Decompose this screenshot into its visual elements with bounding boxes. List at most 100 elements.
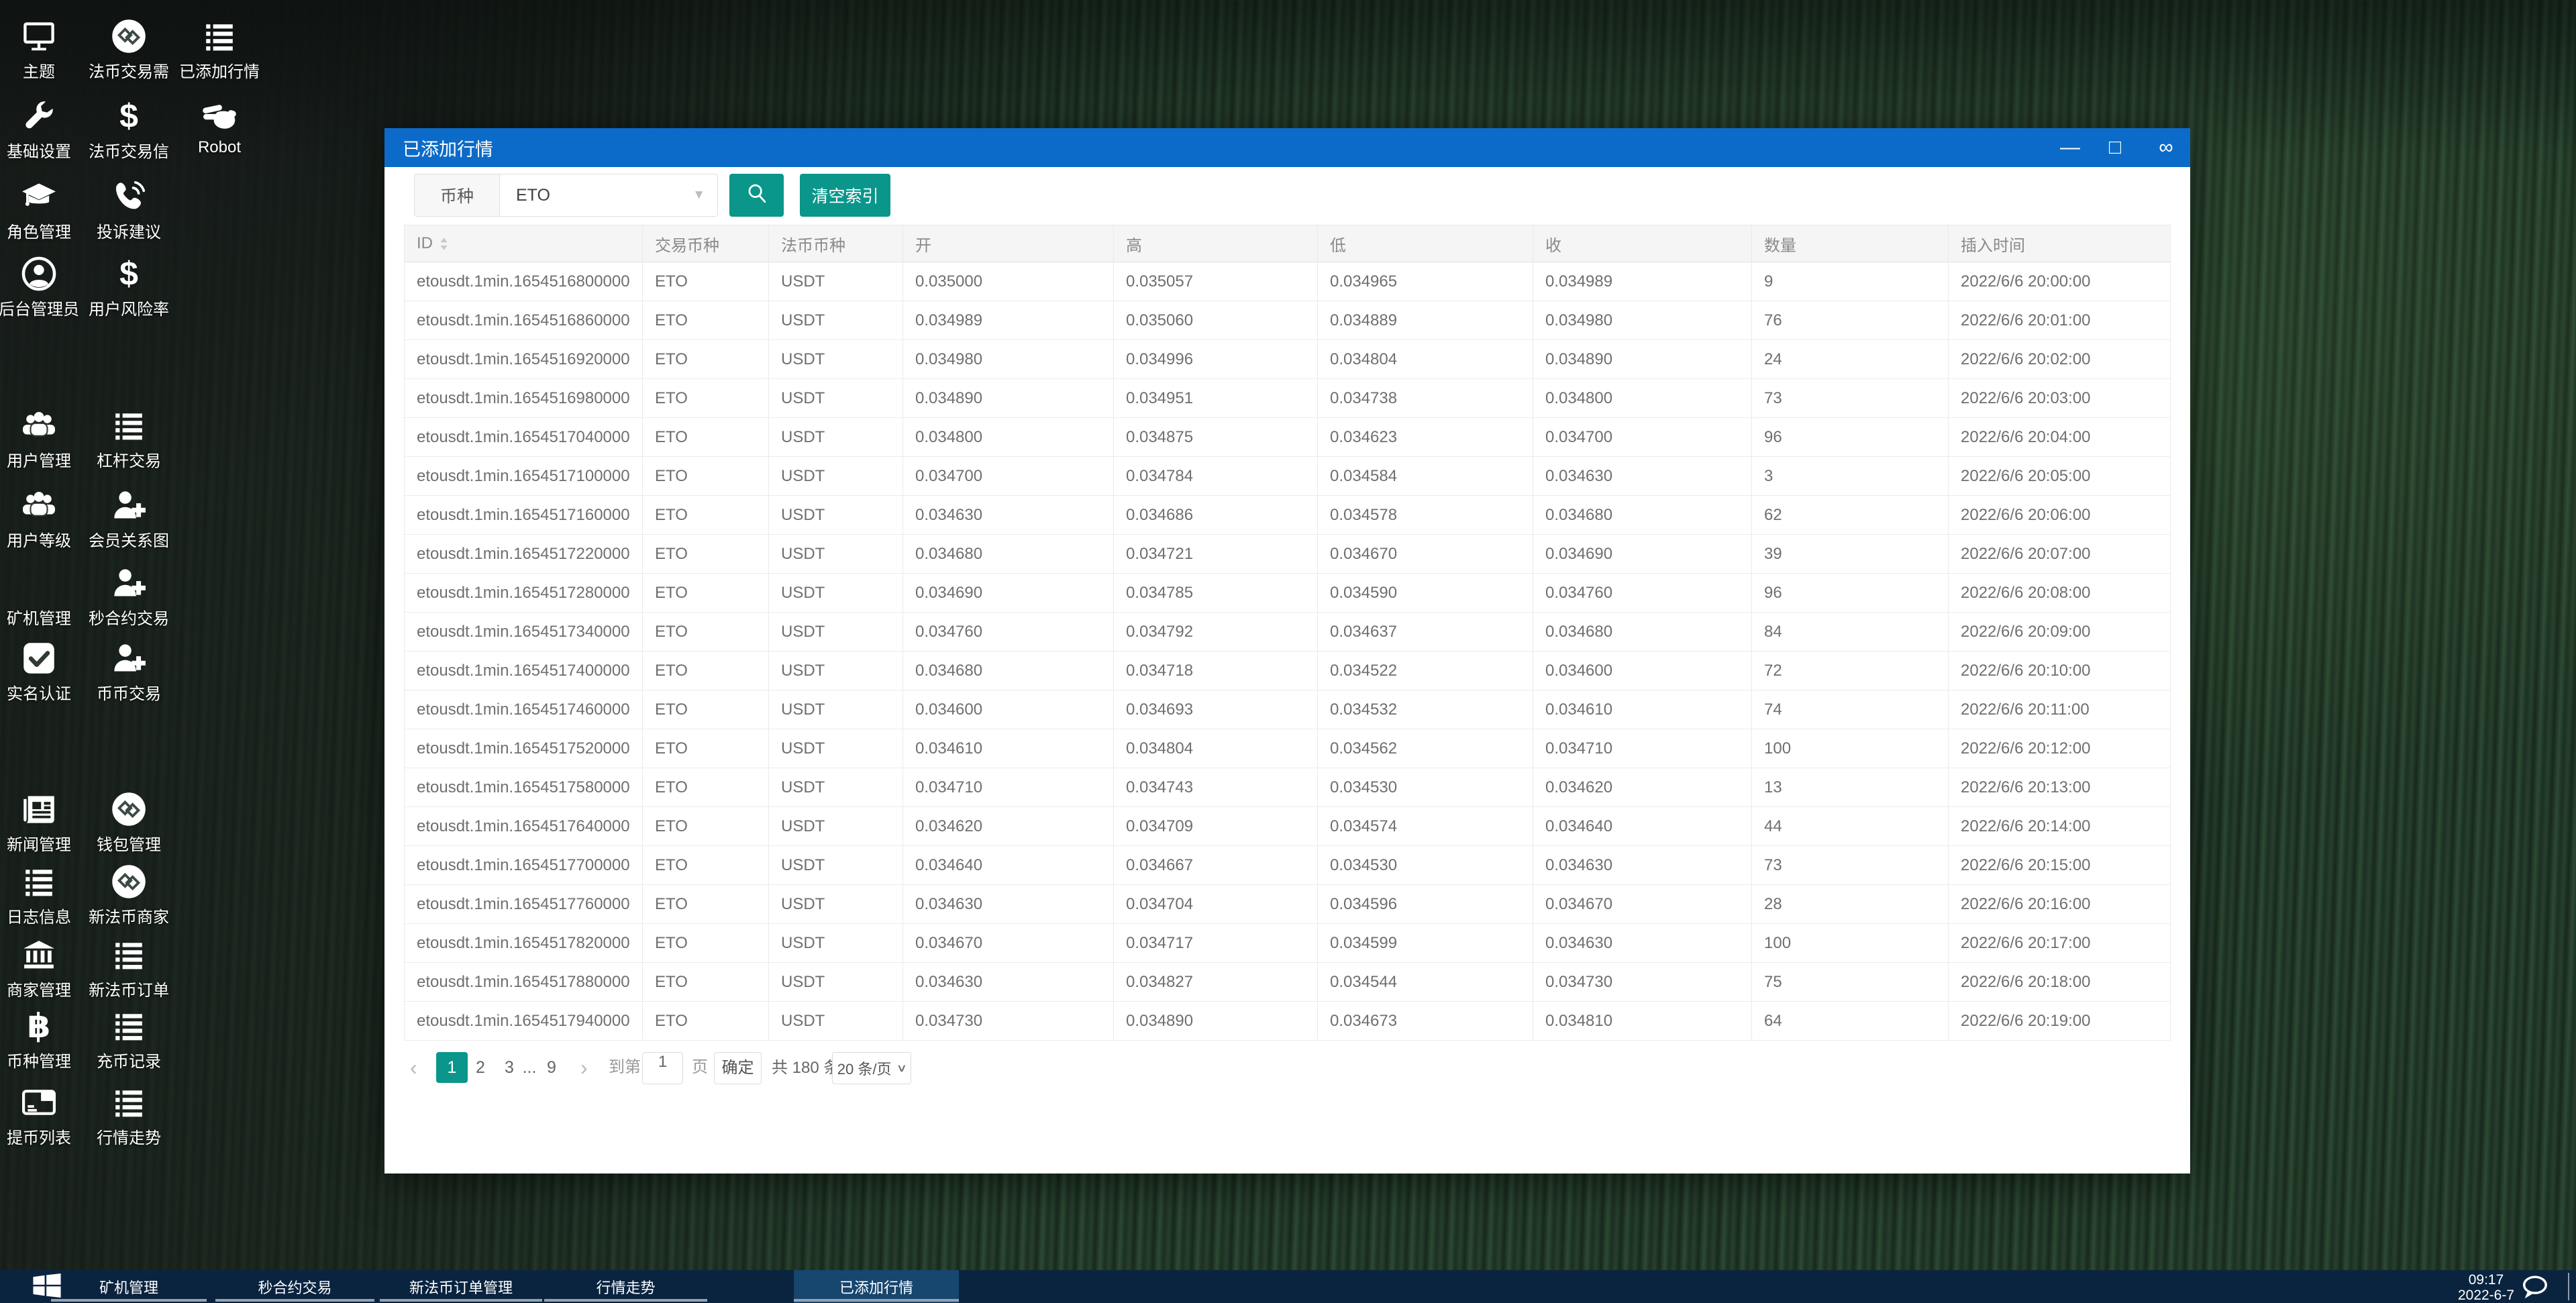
table-cell: 44: [1752, 807, 1949, 845]
prev-page-button[interactable]: ‹: [410, 1055, 417, 1080]
infinity-button[interactable]: ∞: [2143, 128, 2189, 167]
confirm-button[interactable]: 确定: [714, 1052, 762, 1084]
taskbar-item-4[interactable]: 行情走势: [544, 1270, 707, 1303]
table-row[interactable]: etousdt.1min.1654517460000 ETO USDT 0.03460…: [404, 690, 2171, 729]
table-cell: 0.034721: [1114, 535, 1318, 573]
table-cell: 0.034690: [1533, 535, 1752, 573]
desktop-icon-1[interactable]: 主题: [0, 17, 89, 82]
table-cell: 0.034574: [1318, 807, 1533, 845]
desktop-icon-15[interactable]: 矿机管理: [0, 564, 89, 629]
page-button-9[interactable]: 9: [547, 1058, 556, 1077]
table-cell: 13: [1752, 768, 1949, 806]
desktop-icon-4[interactable]: 基础设置: [0, 97, 89, 162]
table-cell: 2022/6/6 20:00:00: [1949, 262, 2171, 301]
minimize-button[interactable]: —: [2047, 128, 2094, 167]
table-cell: 2022/6/6 20:19:00: [1949, 1002, 2171, 1040]
notification-bubble-icon[interactable]: [2519, 1272, 2550, 1302]
table-cell: 84: [1752, 613, 1949, 651]
maximize-icon: □: [2108, 136, 2122, 158]
desktop-icon-19[interactable]: 新闻管理: [0, 790, 89, 855]
taskbar-item-5[interactable]: 已添加行情: [794, 1270, 959, 1303]
desktop-icon-20[interactable]: 钱包管理: [79, 790, 179, 855]
desktop-icon-13[interactable]: 用户等级: [0, 486, 89, 551]
window-titlebar[interactable]: 已添加行情: [384, 128, 2190, 167]
table-row[interactable]: etousdt.1min.1654517040000 ETO USDT 0.03480…: [404, 418, 2171, 457]
table-cell: ETO: [643, 729, 769, 768]
desktop-icon-25[interactable]: ฿ 币种管理: [0, 1007, 89, 1072]
table-cell: 0.034686: [1114, 496, 1318, 534]
table-row[interactable]: etousdt.1min.1654517280000 ETO USDT 0.03469…: [404, 574, 2171, 613]
table-row[interactable]: etousdt.1min.1654517700000 ETO USDT 0.03464…: [404, 846, 2171, 885]
table-row[interactable]: etousdt.1min.1654517760000 ETO USDT 0.03463…: [404, 885, 2171, 924]
desktop-icon-21[interactable]: 日志信息: [0, 863, 89, 927]
desktop-icon-24[interactable]: 新法币订单: [79, 936, 179, 1000]
desktop-icon-26[interactable]: 充币记录: [79, 1007, 179, 1072]
table-cell: USDT: [769, 457, 903, 495]
desktop-icon-label: 后台管理员: [0, 301, 79, 319]
table-row[interactable]: etousdt.1min.1654517160000 ETO USDT 0.03463…: [404, 496, 2171, 535]
taskbar-item-1[interactable]: 矿机管理: [51, 1270, 207, 1303]
desktop-icon-16[interactable]: 秒合约交易: [79, 564, 179, 629]
table-cell: 2022/6/6 20:09:00: [1949, 613, 2171, 651]
page-button-3[interactable]: 3: [505, 1058, 514, 1077]
desktop-icon-10[interactable]: $ 用户风险率: [79, 255, 179, 319]
taskbar-item-3[interactable]: 新法币订单管理: [380, 1270, 542, 1303]
table-row[interactable]: etousdt.1min.1654517520000 ETO USDT 0.03461…: [404, 729, 2171, 768]
page-size-select[interactable]: 20 条/页 ∨: [832, 1052, 911, 1084]
desktop-icon-9[interactable]: 后台管理员: [0, 255, 89, 319]
desktop-icon-6[interactable]: Robot: [169, 97, 270, 157]
table-cell: ETO: [643, 496, 769, 534]
desktop-icon-2[interactable]: 法币交易需: [79, 17, 179, 82]
desktop-icon-18[interactable]: 币币交易: [79, 639, 179, 704]
desktop-icon-11[interactable]: 用户管理: [0, 407, 89, 471]
robot-hand-icon: [169, 97, 270, 135]
table-row[interactable]: etousdt.1min.1654516920000 ETO USDT 0.03498…: [404, 340, 2171, 379]
page-button-1[interactable]: 1: [436, 1052, 468, 1083]
desktop-icon-14[interactable]: 会员关系图: [79, 486, 179, 551]
table-cell: USDT: [769, 301, 903, 340]
next-page-button[interactable]: ›: [580, 1055, 588, 1080]
table-cell: etousdt.1min.1654516800000: [404, 262, 643, 301]
dollar-icon: $: [119, 255, 138, 293]
desktop-icon-5[interactable]: $ 法币交易信: [79, 97, 179, 162]
table-row[interactable]: etousdt.1min.1654517880000 ETO USDT 0.03463…: [404, 963, 2171, 1002]
page-button-2[interactable]: 2: [476, 1058, 485, 1077]
taskbar-item-2[interactable]: 秒合约交易: [215, 1270, 374, 1303]
table-row[interactable]: etousdt.1min.1654517580000 ETO USDT 0.03471…: [404, 768, 2171, 807]
desktop-icon-7[interactable]: 角色管理: [0, 178, 89, 242]
table-cell: 0.034693: [1114, 690, 1318, 729]
wrench-icon: [0, 97, 89, 135]
table-cell: 0.034610: [903, 729, 1114, 768]
table-row[interactable]: etousdt.1min.1654517220000 ETO USDT 0.03468…: [404, 535, 2171, 574]
coin-select[interactable]: ETO ▼: [499, 174, 718, 217]
table-row[interactable]: etousdt.1min.1654516980000 ETO USDT 0.03489…: [404, 379, 2171, 418]
desktop-icon-12[interactable]: 杠杆交易: [79, 407, 179, 471]
table-cell: 0.034700: [1533, 418, 1752, 456]
desktop-icon-8[interactable]: 投诉建议: [79, 178, 179, 242]
table-row[interactable]: etousdt.1min.1654517100000 ETO USDT 0.03470…: [404, 457, 2171, 496]
start-button[interactable]: [33, 1273, 69, 1299]
table-cell: 0.034710: [903, 768, 1114, 806]
desktop-icon-label: 矿机管理: [7, 610, 71, 628]
show-desktop-button[interactable]: [2568, 1273, 2569, 1300]
table-row[interactable]: etousdt.1min.1654517400000 ETO USDT 0.03468…: [404, 652, 2171, 690]
desktop-icon-27[interactable]: 提币列表: [0, 1084, 89, 1148]
search-button[interactable]: [729, 174, 784, 217]
table-row[interactable]: etousdt.1min.1654517340000 ETO USDT 0.03476…: [404, 613, 2171, 652]
desktop-icon-28[interactable]: 行情走势: [79, 1084, 179, 1148]
table-row[interactable]: etousdt.1min.1654516800000 ETO USDT 0.03500…: [404, 262, 2171, 301]
maximize-button[interactable]: □: [2092, 128, 2139, 167]
table-cell: 0.034717: [1114, 924, 1318, 962]
desktop-icon-22[interactable]: 新法币商家: [79, 863, 179, 927]
desktop-icon-3[interactable]: 已添加行情: [169, 17, 270, 82]
table-row[interactable]: etousdt.1min.1654517820000 ETO USDT 0.03467…: [404, 924, 2171, 963]
table-row[interactable]: etousdt.1min.1654517940000 ETO USDT 0.03473…: [404, 1002, 2171, 1041]
jump-page-input[interactable]: 1: [642, 1052, 683, 1084]
table-row[interactable]: etousdt.1min.1654517640000 ETO USDT 0.03462…: [404, 807, 2171, 846]
table-row[interactable]: etousdt.1min.1654516860000 ETO USDT 0.03498…: [404, 301, 2171, 340]
desktop-icon-17[interactable]: 实名认证: [0, 639, 89, 704]
clear-index-button[interactable]: 清空索引: [800, 174, 890, 217]
column-header-1[interactable]: ID: [404, 225, 643, 262]
desktop-icon-23[interactable]: 商家管理: [0, 936, 89, 1000]
table-cell: 73: [1752, 379, 1949, 417]
